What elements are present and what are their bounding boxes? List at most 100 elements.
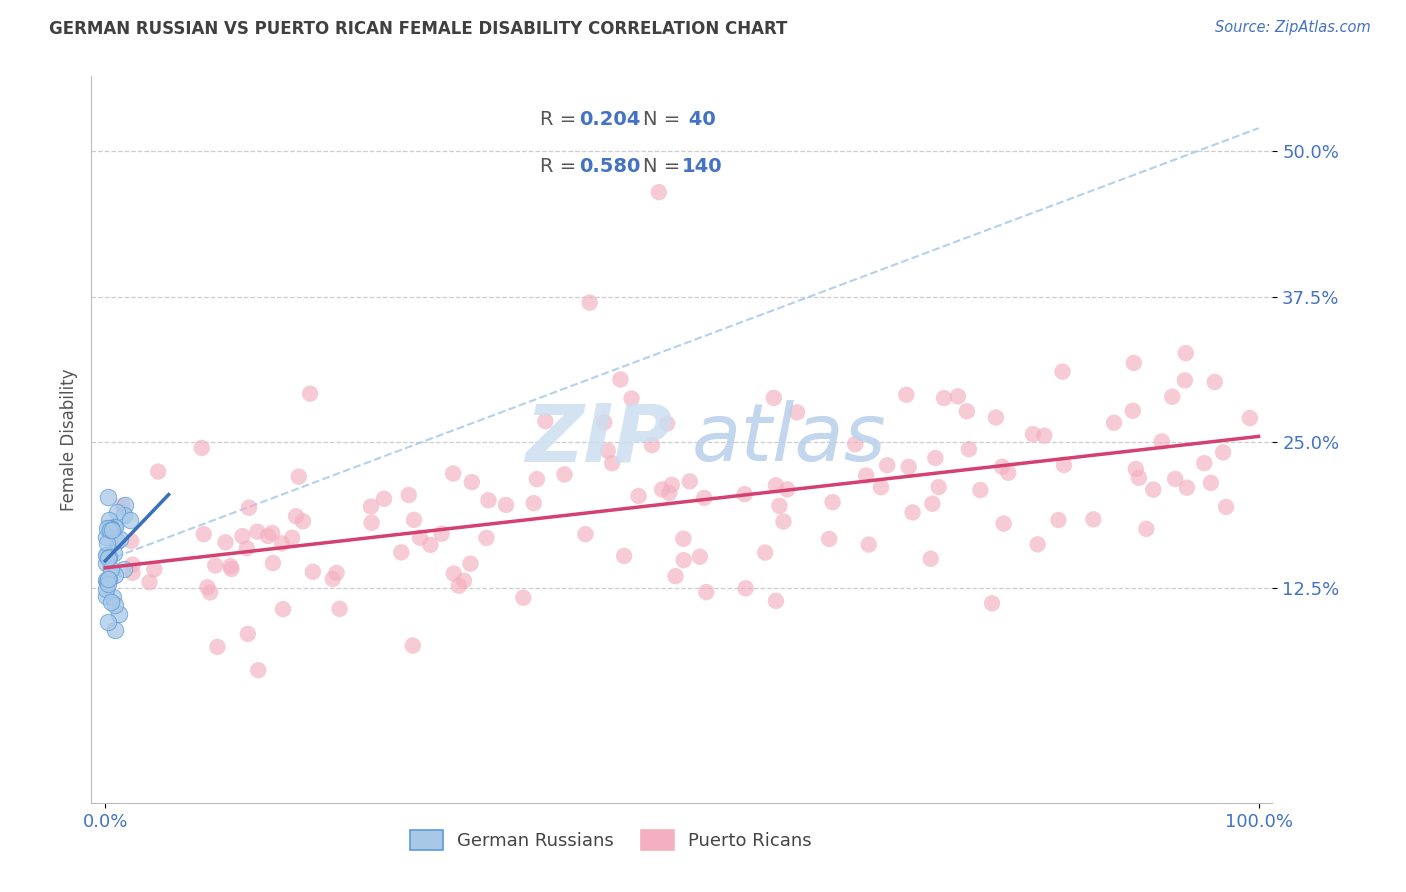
Point (460, 557, 482, 571)
Point (100, 523, 122, 537)
Point (1174, 346, 1197, 360)
Point (475, 531, 498, 545)
Point (920, 551, 942, 566)
Point (896, 388, 918, 402)
Point (689, 549, 711, 564)
Point (285, 509, 308, 524)
Point (901, 505, 924, 519)
Point (101, 590, 124, 604)
Point (270, 536, 292, 550)
Point (553, 467, 575, 482)
Text: 140: 140 (682, 157, 723, 177)
Point (112, 508, 135, 522)
Point (238, 500, 260, 515)
Point (772, 515, 794, 529)
Point (593, 415, 616, 429)
Point (870, 480, 893, 494)
Point (104, 598, 127, 612)
Point (247, 663, 270, 677)
Point (103, 546, 125, 560)
Point (523, 496, 546, 510)
Point (221, 562, 243, 576)
Point (121, 566, 143, 580)
Point (956, 404, 979, 418)
Point (921, 497, 943, 511)
Point (762, 391, 785, 405)
Point (402, 639, 425, 653)
Point (993, 516, 1015, 531)
Point (461, 475, 484, 489)
Point (876, 458, 898, 473)
Point (100, 562, 122, 576)
Point (97, 615, 120, 630)
Point (262, 526, 284, 541)
Point (765, 594, 787, 608)
Point (512, 591, 534, 605)
Point (596, 443, 619, 458)
Point (96, 548, 118, 562)
Point (204, 558, 226, 573)
Point (96, 574, 118, 589)
Point (100, 521, 122, 535)
Point (97, 550, 120, 565)
Point (1142, 483, 1164, 497)
Point (105, 505, 128, 519)
Point (214, 535, 236, 549)
Point (574, 527, 596, 541)
Point (262, 556, 284, 570)
Point (104, 568, 127, 582)
Point (1128, 471, 1150, 485)
Point (991, 459, 1014, 474)
Point (1135, 522, 1157, 536)
Point (754, 546, 776, 560)
Point (734, 582, 756, 596)
Point (138, 575, 160, 590)
Point (969, 483, 991, 497)
Point (114, 562, 136, 576)
Point (1102, 416, 1125, 430)
Point (821, 495, 844, 509)
Point (734, 487, 756, 501)
Text: ZIP: ZIP (524, 401, 672, 478)
Text: R =: R = (540, 157, 582, 177)
Point (1204, 375, 1226, 389)
Point (928, 480, 950, 494)
Point (477, 493, 499, 508)
Point (997, 466, 1019, 480)
Point (96, 521, 118, 535)
Point (97, 521, 120, 535)
Point (328, 602, 350, 616)
Point (94, 556, 117, 570)
Point (1125, 462, 1147, 476)
Point (984, 410, 1007, 425)
Point (146, 465, 169, 479)
Point (94, 574, 117, 588)
Point (409, 531, 432, 545)
Point (195, 580, 218, 594)
Point (121, 558, 143, 572)
Point (578, 295, 600, 310)
Point (620, 392, 643, 406)
Point (231, 529, 253, 543)
Point (325, 566, 347, 580)
Point (672, 532, 695, 546)
Text: R =: R = (540, 110, 582, 129)
Point (1215, 500, 1237, 514)
Point (855, 468, 877, 483)
Point (430, 526, 453, 541)
Point (236, 541, 259, 556)
Point (613, 549, 636, 563)
Point (1022, 427, 1045, 442)
Point (600, 456, 623, 470)
Text: GERMAN RUSSIAN VS PUERTO RICAN FEMALE DISABILITY CORRELATION CHART: GERMAN RUSSIAN VS PUERTO RICAN FEMALE DI… (49, 20, 787, 37)
Point (398, 488, 420, 502)
Point (768, 499, 790, 513)
Point (1239, 411, 1261, 425)
Point (495, 498, 517, 512)
Point (1164, 472, 1187, 486)
Point (257, 529, 280, 543)
Point (97, 572, 120, 586)
Point (924, 450, 946, 465)
Point (299, 386, 322, 401)
Point (219, 559, 242, 574)
